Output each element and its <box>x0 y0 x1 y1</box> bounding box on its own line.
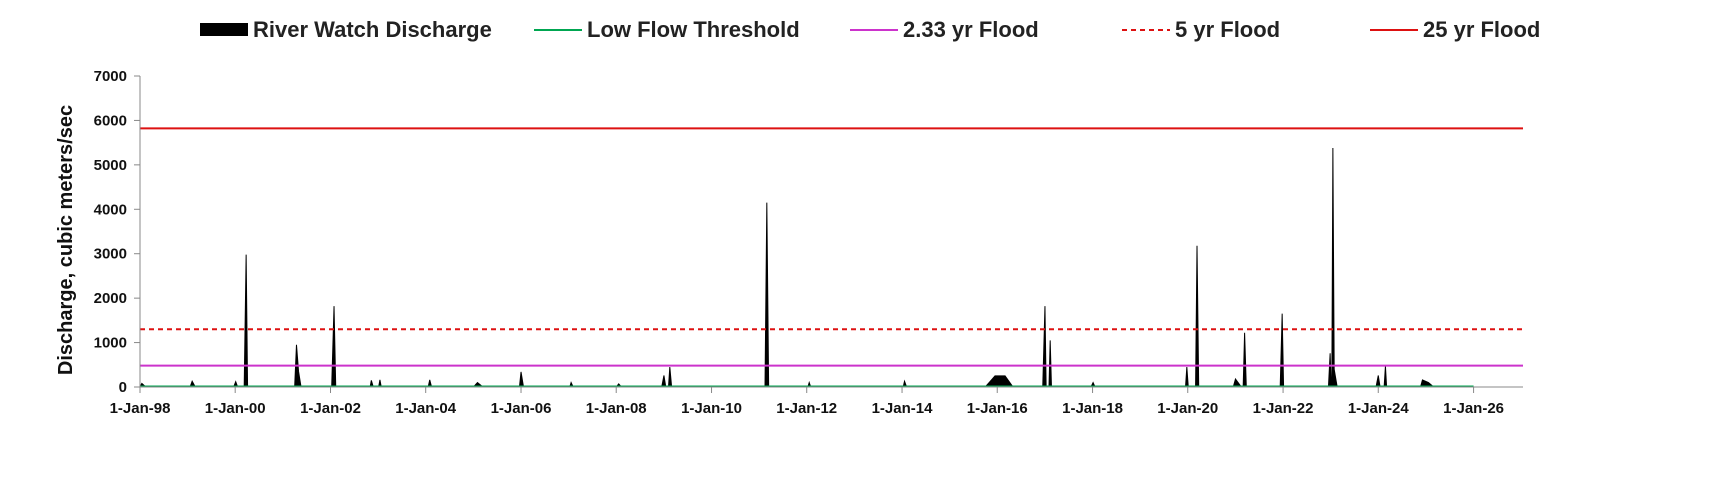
x-tick-label: 1-Jan-14 <box>872 400 934 417</box>
plot-area <box>139 127 1523 388</box>
legend: River Watch Discharge Low Flow Threshold 2… <box>200 17 1540 42</box>
x-tick-label: 1-Jan-26 <box>1443 400 1504 417</box>
x-tick-label: 1-Jan-08 <box>586 400 647 417</box>
axes: 0 1000 2000 3000 4000 5000 6000 7000 1-Jan-98 1-J… <box>94 68 1523 417</box>
x-tick-label: 1-Jan-16 <box>967 400 1028 417</box>
x-tick-label: 1-Jan-22 <box>1253 400 1314 417</box>
y-tick-label: 3000 <box>94 246 127 263</box>
y-tick-label: 5000 <box>94 157 127 174</box>
x-tick-label: 1-Jan-12 <box>776 400 837 417</box>
y-tick-label: 1000 <box>94 335 127 352</box>
y-tick-label: 7000 <box>94 68 127 85</box>
y-axis-label-group: Discharge, cubic meters/sec <box>55 105 77 375</box>
low-flow-threshold-legend-label: Low Flow Threshold <box>587 17 800 42</box>
y-tick-label: 4000 <box>94 201 127 218</box>
y-axis-label: Discharge, cubic meters/sec <box>55 105 77 375</box>
5-yr-flood-legend-label: 5 yr Flood <box>1175 17 1280 42</box>
2-33-yr-flood-legend-label: 2.33 yr Flood <box>903 17 1039 42</box>
x-tick-label: 1-Jan-04 <box>395 400 457 417</box>
river-watch-discharge-series <box>139 147 1436 388</box>
x-tick-label: 1-Jan-18 <box>1062 400 1123 417</box>
y-tick-label: 2000 <box>94 290 127 307</box>
25-yr-flood-legend-label: 25 yr Flood <box>1423 17 1540 42</box>
river-watch-discharge-legend-swatch <box>200 23 248 36</box>
x-tick-label: 1-Jan-10 <box>681 400 742 417</box>
x-tick-label: 1-Jan-06 <box>491 400 552 417</box>
y-tick-label: 0 <box>119 379 127 396</box>
y-tick-label: 6000 <box>94 112 127 129</box>
x-tick-label: 1-Jan-98 <box>110 400 171 417</box>
x-tick-label: 1-Jan-00 <box>205 400 266 417</box>
river-watch-discharge-legend-label: River Watch Discharge <box>253 17 492 42</box>
x-tick-label: 1-Jan-20 <box>1157 400 1218 417</box>
x-tick-label: 1-Jan-02 <box>300 400 361 417</box>
x-tick-label: 1-Jan-24 <box>1348 400 1410 417</box>
